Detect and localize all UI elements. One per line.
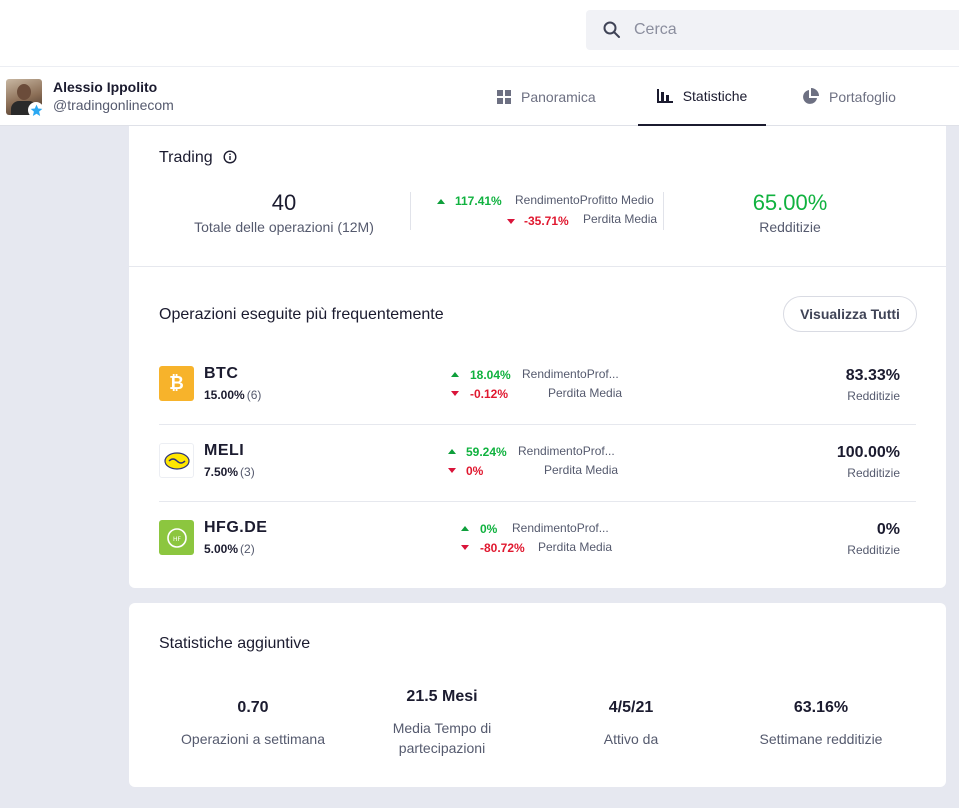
additional-stats-card: Statistiche aggiuntive 0.70 Operazioni a… [129,603,946,787]
tab-statistiche[interactable]: Statistiche [638,67,766,126]
profitable-label: Redditizie [759,219,821,235]
profitable-label: Redditizie [847,543,900,557]
user-handle: @tradingonlinecom [53,97,174,113]
divider [663,192,664,230]
up-arrow-icon [448,449,456,454]
profitable-label: Redditizie [847,389,900,403]
allocation-pct: 7.50% [204,465,239,479]
tab-portafoglio[interactable]: Portafoglio [801,67,896,126]
profit-label: RendimentoProf... [522,367,619,381]
search-input[interactable] [634,21,934,39]
trading-card: Trading 40 Totale delle operazioni (12M)… [129,126,946,588]
profit-label: RendimentoProf... [512,521,609,535]
avg-profit-label: RendimentoProfitto Medio [515,193,654,207]
up-arrow-icon [437,199,445,204]
profitable-label: Redditizie [847,466,900,480]
view-all-button[interactable]: Visualizza Tutti [783,296,917,332]
stat-label: Attivo da [603,731,659,747]
stat-value: 0.70 [237,699,269,716]
profit-value: 18.04% [470,368,511,382]
grid-icon [497,89,511,104]
tab-label: Panoramica [521,88,596,105]
loss-label: Perdita Media [548,386,623,400]
total-ops-value: 40 [271,190,297,215]
trading-title: Trading [159,149,237,167]
profitable-pct: 83.33% [845,367,900,384]
down-arrow-icon [448,468,456,473]
tab-panoramica[interactable]: Panoramica [497,67,596,126]
stat-value: 4/5/21 [608,699,654,716]
profitable-value: 65.00% [752,190,828,215]
profitable-pct: 100.00% [836,444,900,461]
avg-profit-value: 117.41% [455,194,502,208]
search-icon [603,21,620,38]
loss-label: Perdita Media [538,540,613,554]
stat-label: Settimane redditizie [759,731,883,747]
bitcoin-logo-icon: ₿ [159,366,194,401]
allocation: 7.50% (3) [204,465,255,479]
stat-label: Operazioni a settimana [181,731,325,747]
total-ops-label: Totale delle operazioni (12M) [194,219,374,235]
down-arrow-icon [461,545,469,550]
allocation-pct: 15.00% [204,388,245,402]
allocation: 15.00% (6) [204,388,261,402]
profit-value: 0% [480,522,498,536]
row-divider [159,424,916,425]
up-arrow-icon [451,372,459,377]
profile-header: Alessio Ippolito @tradingonlinecom Panor… [0,66,959,126]
ticker[interactable]: HFG.DE [204,519,268,536]
bar-chart-icon [656,88,673,103]
frequent-title: Operazioni eseguite più frequentemente [159,306,444,323]
allocation: 5.00% (2) [204,542,255,556]
trading-title-text: Trading [159,149,213,166]
ticker[interactable]: BTC [204,365,239,382]
loss-value: -80.72% [480,541,525,555]
down-arrow-icon [507,219,515,224]
search-box[interactable] [586,10,959,50]
star-badge-icon [28,102,44,118]
up-arrow-icon [461,526,469,531]
svg-text:HF: HF [173,536,182,543]
stat-value: 21.5 Mesi [406,688,478,705]
profit-label: RendimentoProf... [518,444,615,458]
trade-count: (6) [246,388,262,402]
tab-label: Portafoglio [829,88,896,105]
trade-count: (2) [240,542,255,556]
divider [410,192,411,230]
loss-label: Perdita Media [544,463,619,477]
user-name[interactable]: Alessio Ippolito [53,79,158,95]
down-arrow-icon [451,391,459,396]
avg-loss-label: Perdita Media [583,212,658,226]
profit-value: 59.24% [466,445,507,459]
mercadolibre-logo-icon [159,443,194,478]
avg-loss-value: -35.71% [524,214,569,228]
stat-label: Media Tempo di partecipazioni [392,720,492,756]
pie-chart-icon [803,87,819,104]
tab-label: Statistiche [682,87,748,104]
loss-value: -0.12% [470,387,509,401]
profitable-pct: 0% [876,521,900,538]
info-icon[interactable] [223,150,237,164]
stat-value: 63.16% [793,699,849,716]
trade-count: (3) [240,465,255,479]
allocation-pct: 5.00% [204,542,239,556]
ticker[interactable]: MELI [204,442,245,459]
additional-stats-title: Statistiche aggiuntive [159,635,311,652]
row-divider [159,501,916,502]
section-divider [129,266,946,267]
hellofresh-logo-icon: HF [159,520,194,555]
loss-value: 0% [466,464,484,478]
top-bar [0,0,959,66]
